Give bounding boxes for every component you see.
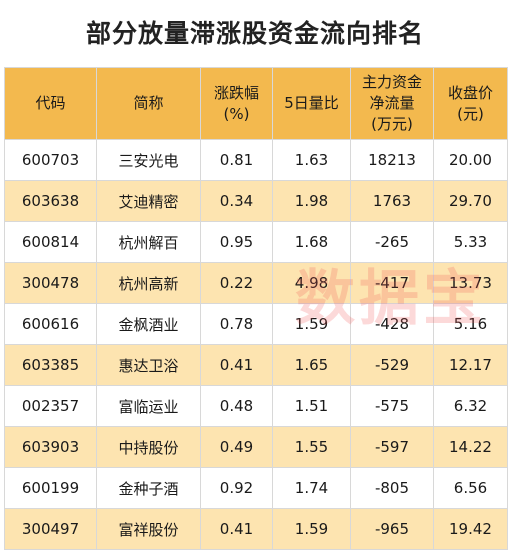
cell-close: 5.33 (433, 221, 508, 263)
cell-change: 0.41 (200, 508, 273, 550)
cell-close: 6.32 (433, 385, 508, 427)
header-flow: 主力资金 净流量 (万元) (350, 67, 434, 140)
cell-flow: -805 (350, 467, 434, 509)
cell-close: 12.17 (433, 344, 508, 386)
cell-name: 艾迪精密 (96, 180, 201, 222)
table-row: 603385 惠达卫浴 0.41 1.65 -529 12.17 (4, 344, 508, 386)
cell-vol-ratio: 1.65 (272, 344, 351, 386)
header-vol-ratio: 5日量比 (272, 67, 351, 140)
table-row: 603903 中持股份 0.49 1.55 -597 14.22 (4, 426, 508, 468)
cell-change: 0.78 (200, 303, 273, 345)
cell-close: 13.73 (433, 262, 508, 304)
header-row: 代码 简称 涨跌幅 (%) 5日量比 主力资金 净流量 (万元) 收盘价 (元) (4, 67, 508, 140)
cell-flow: -575 (350, 385, 434, 427)
cell-code: 603903 (4, 426, 97, 468)
cell-code: 300478 (4, 262, 97, 304)
cell-change: 0.22 (200, 262, 273, 304)
header-flow-label1: 主力资金 (361, 73, 422, 91)
cell-change: 0.95 (200, 221, 273, 263)
cell-flow: 1763 (350, 180, 434, 222)
cell-flow: -965 (350, 508, 434, 550)
cell-name: 惠达卫浴 (96, 344, 201, 386)
header-name: 简称 (96, 67, 201, 140)
cell-vol-ratio: 1.68 (272, 221, 351, 263)
header-flow-label2: 净流量 (369, 94, 415, 112)
cell-vol-ratio: 1.74 (272, 467, 351, 509)
cell-close: 20.00 (433, 139, 508, 181)
cell-name: 金枫酒业 (96, 303, 201, 345)
header-close: 收盘价 (元) (433, 67, 508, 140)
cell-close: 5.16 (433, 303, 508, 345)
cell-name: 富临运业 (96, 385, 201, 427)
cell-code: 600616 (4, 303, 97, 345)
cell-change: 0.34 (200, 180, 273, 222)
header-code: 代码 (4, 67, 97, 140)
cell-code: 002357 (4, 385, 97, 427)
header-change: 涨跌幅 (%) (200, 67, 273, 140)
cell-flow: -265 (350, 221, 434, 263)
cell-name: 杭州解百 (96, 221, 201, 263)
table-row: 600199 金种子酒 0.92 1.74 -805 6.56 (4, 467, 508, 509)
cell-vol-ratio: 1.55 (272, 426, 351, 468)
cell-vol-ratio: 4.98 (272, 262, 351, 304)
cell-name: 三安光电 (96, 139, 201, 181)
header-close-unit: (元) (457, 104, 484, 123)
cell-change: 0.92 (200, 467, 273, 509)
cell-close: 6.56 (433, 467, 508, 509)
cell-vol-ratio: 1.63 (272, 139, 351, 181)
table-row: 603638 艾迪精密 0.34 1.98 1763 29.70 (4, 180, 508, 222)
cell-flow: -428 (350, 303, 434, 345)
cell-close: 14.22 (433, 426, 508, 468)
cell-close: 29.70 (433, 180, 508, 222)
cell-code: 300497 (4, 508, 97, 550)
cell-code: 600199 (4, 467, 97, 509)
cell-change: 0.41 (200, 344, 273, 386)
table-row: 600616 金枫酒业 0.78 1.59 -428 5.16 (4, 303, 508, 345)
cell-name: 富祥股份 (96, 508, 201, 550)
cell-code: 600814 (4, 221, 97, 263)
cell-code: 603638 (4, 180, 97, 222)
table-row: 002357 富临运业 0.48 1.51 -575 6.32 (4, 385, 508, 427)
cell-change: 0.81 (200, 139, 273, 181)
table-title: 部分放量滞涨股资金流向排名 (85, 19, 424, 48)
cell-name: 杭州高新 (96, 262, 201, 304)
cell-flow: -417 (350, 262, 434, 304)
cell-flow: -529 (350, 344, 434, 386)
cell-flow: -597 (350, 426, 434, 468)
cell-code: 603385 (4, 344, 97, 386)
cell-flow: 18213 (350, 139, 434, 181)
fund-flow-table: 代码 简称 涨跌幅 (%) 5日量比 主力资金 净流量 (万元) 收盘价 (元)… (4, 67, 508, 550)
cell-vol-ratio: 1.59 (272, 508, 351, 550)
cell-vol-ratio: 1.59 (272, 303, 351, 345)
header-change-label: 涨跌幅 (213, 83, 259, 102)
table-row: 300478 杭州高新 0.22 4.98 -417 13.73 (4, 262, 508, 304)
table-row: 600703 三安光电 0.81 1.63 18213 20.00 (4, 139, 508, 181)
table-row: 600814 杭州解百 0.95 1.68 -265 5.33 (4, 221, 508, 263)
header-close-label: 收盘价 (447, 83, 493, 102)
cell-name: 中持股份 (96, 426, 201, 468)
cell-close: 19.42 (433, 508, 508, 550)
table-row: 300497 富祥股份 0.41 1.59 -965 19.42 (4, 508, 508, 550)
cell-vol-ratio: 1.51 (272, 385, 351, 427)
cell-vol-ratio: 1.98 (272, 180, 351, 222)
cell-change: 0.49 (200, 426, 273, 468)
header-flow-unit: (万元) (371, 115, 413, 133)
cell-code: 600703 (4, 139, 97, 181)
header-change-unit: (%) (223, 104, 250, 123)
cell-change: 0.48 (200, 385, 273, 427)
cell-name: 金种子酒 (96, 467, 201, 509)
